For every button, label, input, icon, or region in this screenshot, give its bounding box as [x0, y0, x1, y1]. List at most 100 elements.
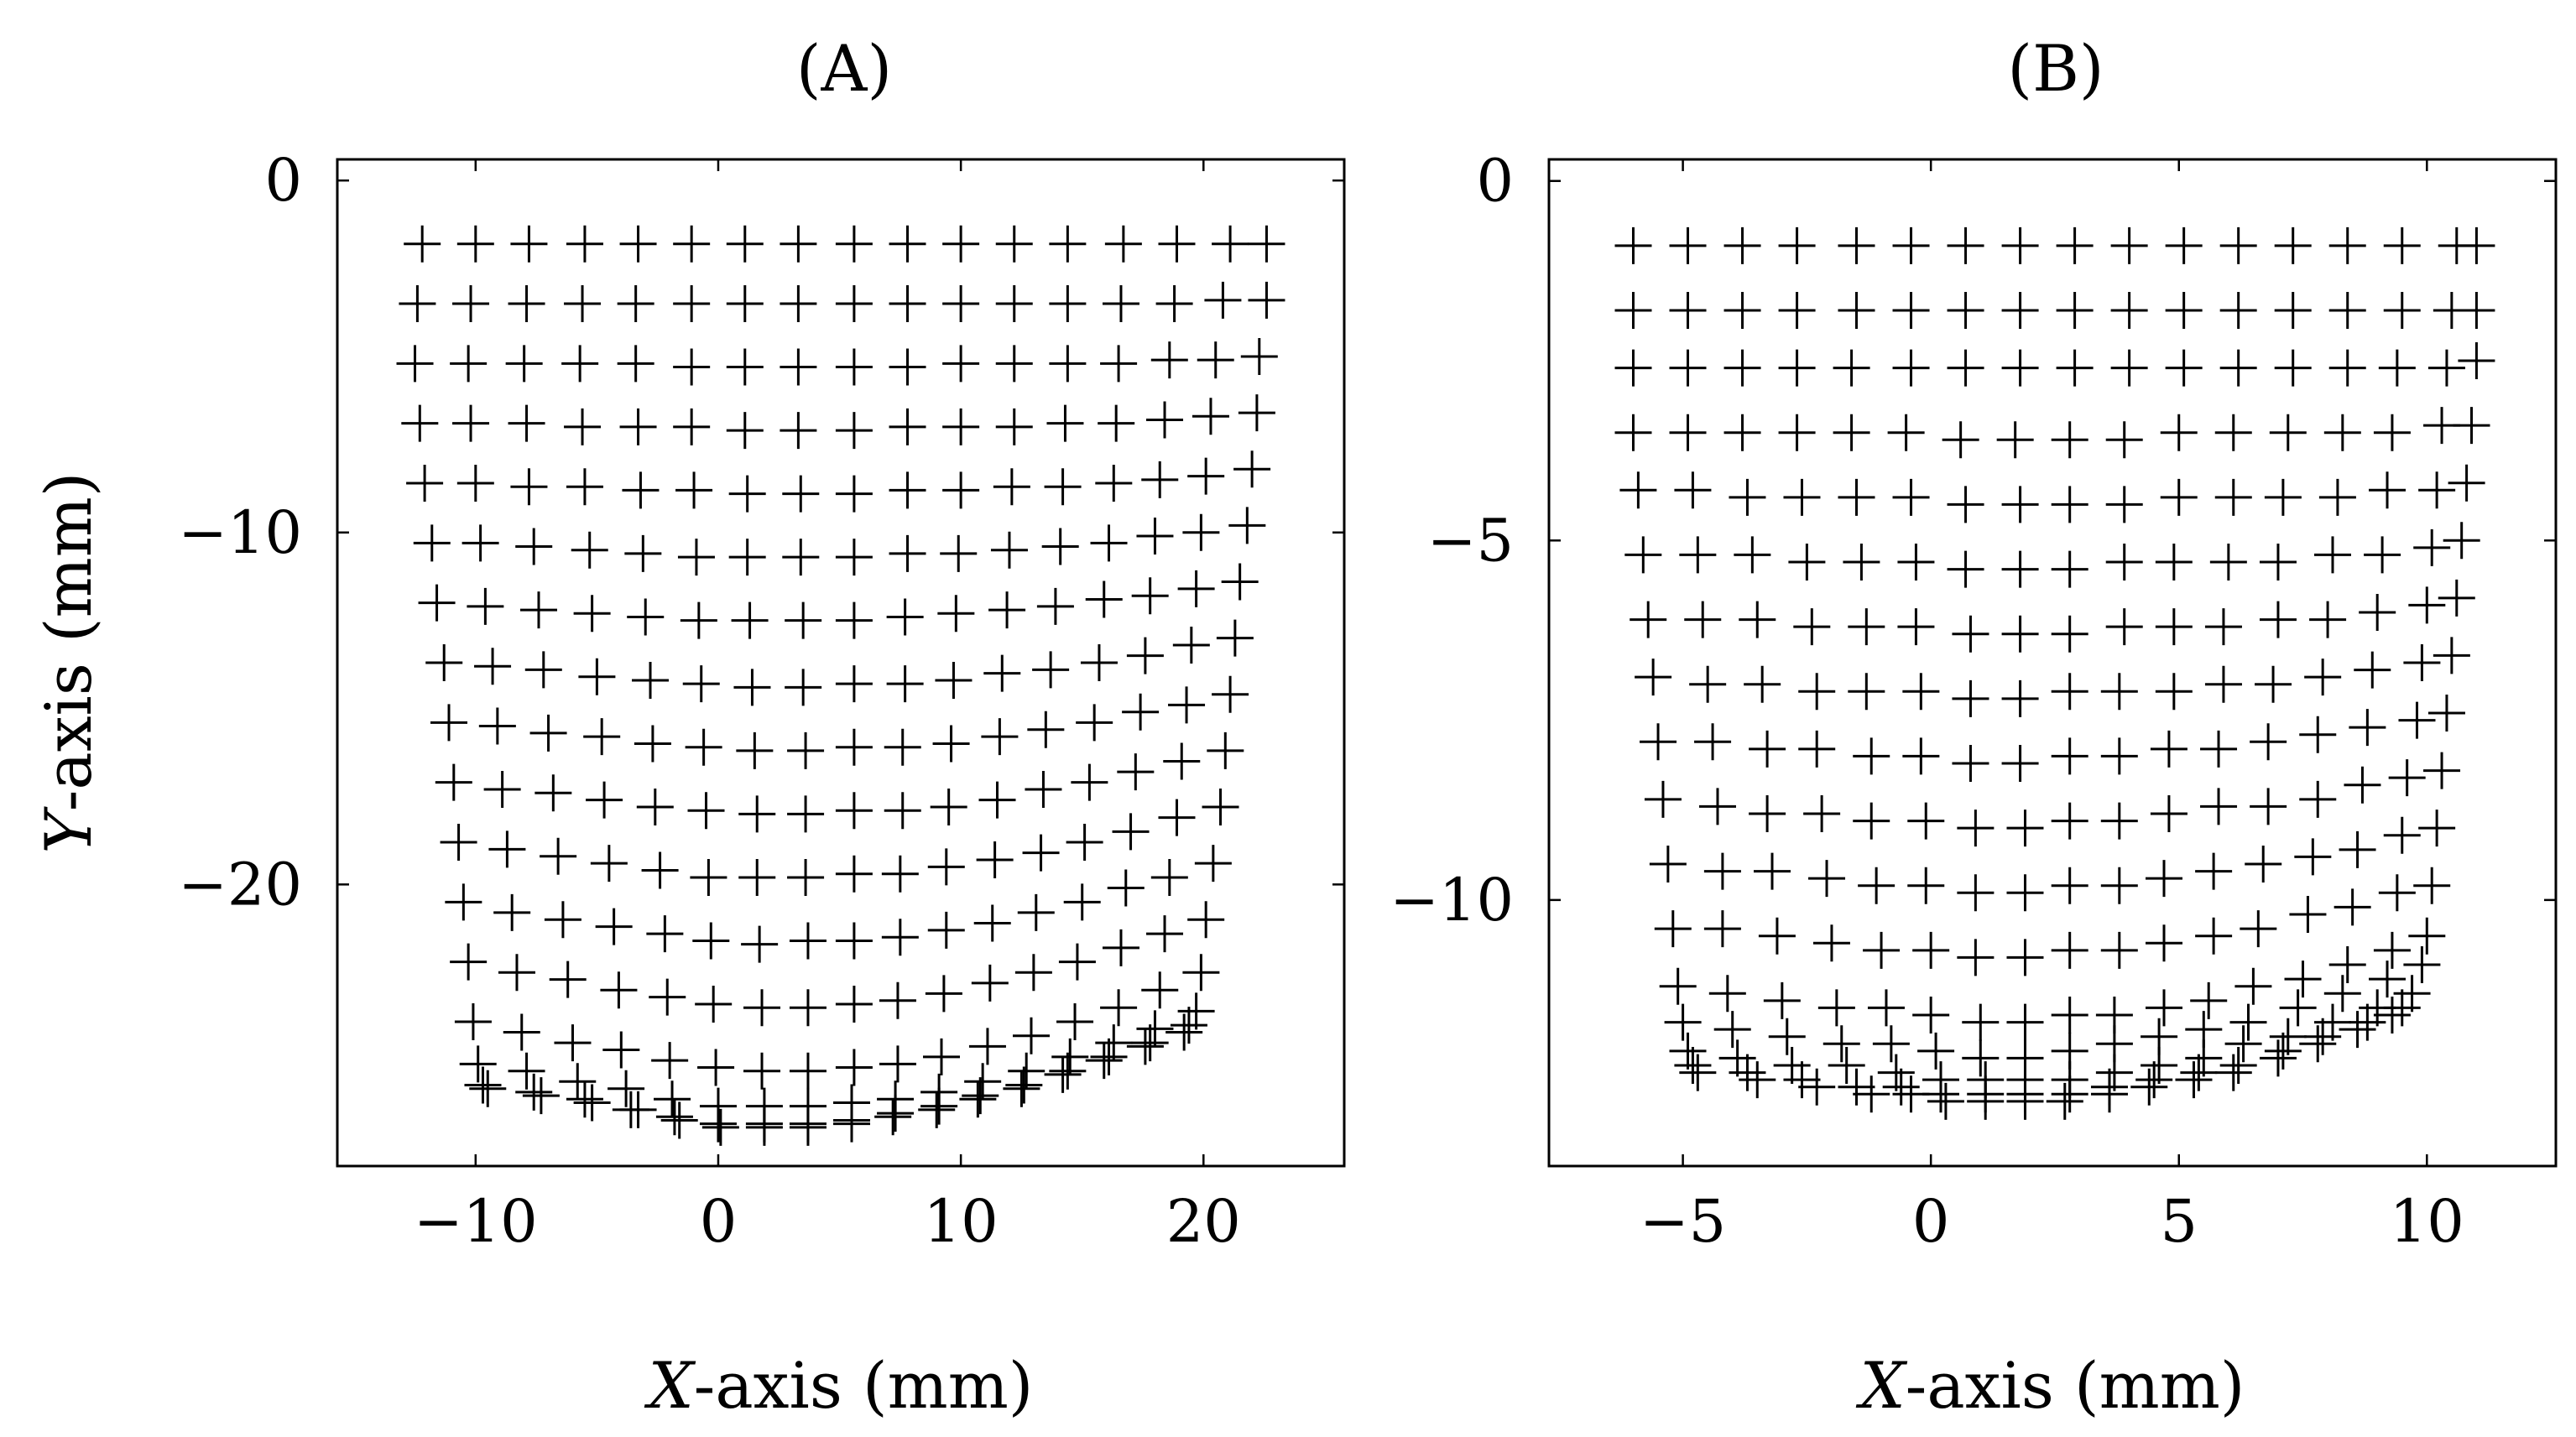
plus-marker [624, 534, 662, 572]
plus-marker [1957, 810, 1995, 847]
plus-marker [399, 285, 436, 323]
plus-marker [2373, 931, 2411, 969]
plus-marker [675, 471, 713, 509]
plus-marker [1041, 528, 1079, 565]
plus-marker [2105, 608, 2143, 646]
plus-marker [2056, 292, 2094, 329]
plus-marker [401, 404, 439, 442]
plus-marker [1017, 893, 1055, 931]
panel-a-x-axis-label: X-axis (mm) [644, 1348, 1034, 1423]
plus-marker [1212, 225, 1249, 263]
plus-marker [450, 943, 488, 981]
plus-marker [622, 471, 660, 509]
plus-marker [2204, 608, 2242, 646]
plus-marker [2274, 349, 2312, 387]
plus-marker [1853, 737, 1890, 775]
plus-marker [879, 981, 916, 1019]
plus-marker [1843, 544, 1880, 581]
plus-marker [1763, 981, 1801, 1019]
plus-marker [2304, 1018, 2342, 1055]
plus-marker [2383, 989, 2421, 1027]
plus-marker [2313, 1003, 2351, 1041]
plus-marker [498, 954, 535, 992]
plus-marker [425, 644, 463, 681]
plus-marker [886, 665, 924, 703]
plus-marker [2378, 349, 2416, 387]
plus-marker [741, 925, 779, 963]
plus-marker [595, 908, 633, 945]
plus-marker [2001, 745, 2039, 782]
plus-marker [962, 1077, 999, 1115]
plus-marker [835, 475, 873, 513]
panel-b-y-ticks: 0 −5 −10 [1390, 147, 2556, 935]
panel-b: (B) −5 0 5 10 0 −5 −10 X-axis (mm) [1390, 31, 2558, 1423]
panel-a-y-axis-label: Y-axis (mm) [31, 472, 106, 854]
plus-marker [1614, 349, 1652, 387]
plus-marker [1090, 524, 1128, 562]
plus-marker [942, 345, 980, 383]
plus-marker [1808, 860, 1846, 898]
plus-marker [2200, 730, 2238, 768]
plus-marker [780, 285, 817, 323]
plus-marker [1141, 461, 1179, 498]
plus-marker [2344, 766, 2381, 804]
plus-marker [785, 601, 822, 639]
plus-marker [2219, 226, 2257, 264]
plus-marker [2105, 544, 2143, 581]
plus-marker [889, 225, 926, 263]
plus-marker [743, 1052, 781, 1090]
plus-marker [2051, 615, 2088, 653]
plus-marker [1112, 813, 1150, 851]
plus-marker [456, 465, 494, 502]
panel-b-markers [1614, 226, 2495, 1120]
plus-marker [2373, 997, 2411, 1033]
plus-marker [1858, 867, 1895, 904]
plus-marker [2299, 716, 2337, 753]
plus-marker [1170, 1007, 1207, 1044]
plus-marker [2001, 550, 2039, 588]
plus-marker [586, 781, 623, 819]
plus-marker [1907, 802, 1945, 840]
plus-marker [2150, 730, 2188, 768]
plus-marker [687, 792, 725, 830]
plus-marker [789, 922, 827, 960]
plus-marker [493, 893, 531, 931]
plus-marker [1803, 795, 1841, 832]
panel-a-plot-frame [336, 158, 1346, 1168]
plus-marker [2328, 946, 2366, 983]
plus-marker [2001, 349, 2039, 387]
plus-marker [1049, 1052, 1087, 1090]
plus-marker [1100, 345, 1138, 383]
plus-marker [520, 591, 557, 629]
plus-marker [995, 285, 1033, 323]
plus-marker [2214, 414, 2252, 451]
plus-marker [2135, 1061, 2173, 1099]
plus-marker [2051, 1075, 2088, 1113]
plus-marker [726, 348, 764, 386]
plus-marker [564, 408, 602, 445]
plus-marker [2289, 896, 2327, 933]
plus-marker [1739, 601, 1776, 638]
plus-marker [1168, 686, 1206, 724]
plus-marker [1197, 341, 1234, 379]
panel-a-title: (A) [796, 31, 892, 106]
plus-marker [835, 1049, 873, 1086]
plus-marker [2165, 292, 2203, 329]
plus-marker [2378, 874, 2416, 912]
plus-marker [1095, 465, 1133, 502]
plus-marker [1194, 845, 1232, 883]
x-tick-label: 10 [924, 1187, 999, 1256]
plus-marker [2175, 1061, 2213, 1099]
plus-marker [692, 922, 730, 960]
plus-marker [877, 1095, 915, 1132]
plus-marker [1126, 1028, 1164, 1065]
plus-marker [2219, 349, 2257, 387]
plus-marker [2100, 867, 2138, 904]
plus-marker [2304, 659, 2342, 696]
plus-marker [782, 539, 820, 576]
plus-marker [1838, 226, 1875, 264]
plus-marker [835, 665, 873, 703]
plus-marker [682, 665, 720, 703]
plus-marker [1192, 398, 1229, 435]
plus-marker [1163, 742, 1201, 780]
